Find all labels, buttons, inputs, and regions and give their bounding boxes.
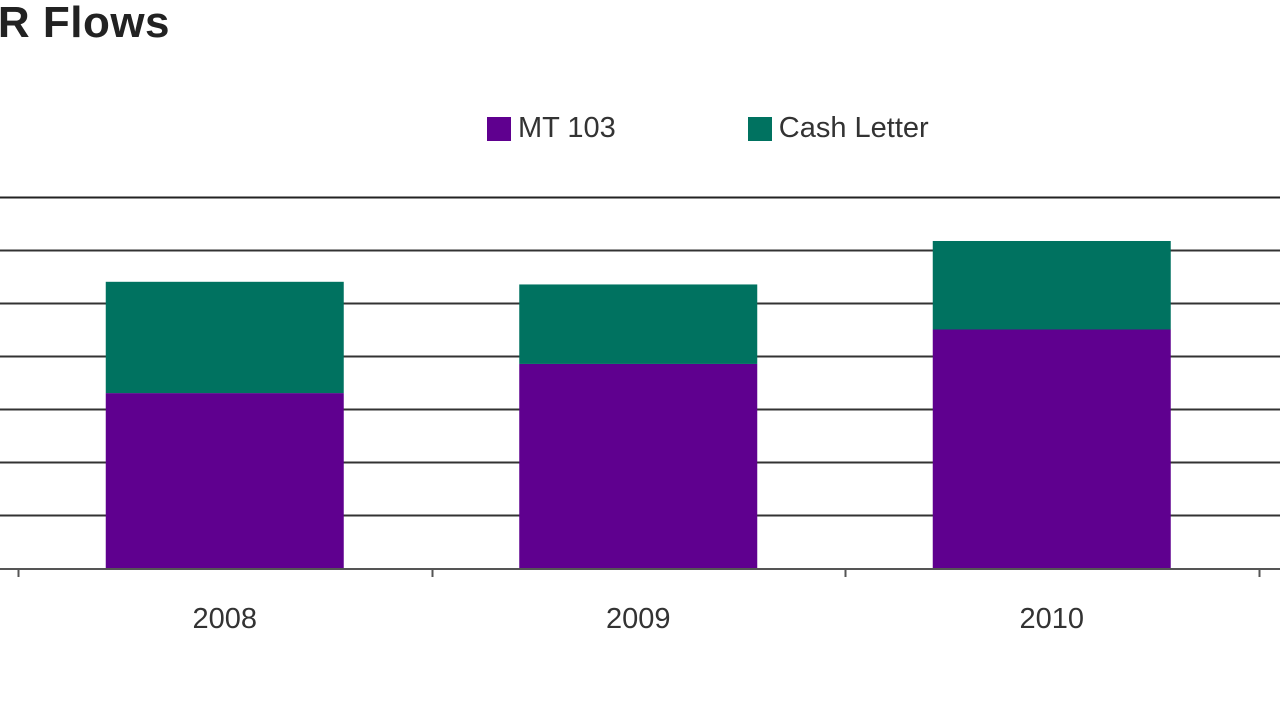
legend-item-mt103: MT 103 xyxy=(487,112,616,145)
legend-swatch-cash-letter xyxy=(747,116,772,141)
legend-label-cash-letter: Cash Letter xyxy=(778,112,929,144)
bar-mt103-2010 xyxy=(932,329,1171,568)
x-tick-label: 2008 xyxy=(192,603,257,635)
bar-mt103-2009 xyxy=(519,363,758,568)
bar-cash-letter-2008 xyxy=(105,281,344,394)
x-tick-label: 2010 xyxy=(1019,603,1084,635)
bar-cash-letter-2010 xyxy=(932,240,1171,330)
legend-label-mt103: MT 103 xyxy=(518,112,616,144)
chart-title: PR Flows xyxy=(0,0,171,47)
legend-swatch-mt103 xyxy=(487,116,511,141)
x-tick-label: 2009 xyxy=(606,603,671,635)
chart-legend: MT 103 Cash Letter xyxy=(487,112,929,145)
bar-mt103-2008 xyxy=(105,393,344,568)
bar-cash-letter-2009 xyxy=(519,284,758,364)
legend-item-cash-letter: Cash Letter xyxy=(747,112,929,145)
